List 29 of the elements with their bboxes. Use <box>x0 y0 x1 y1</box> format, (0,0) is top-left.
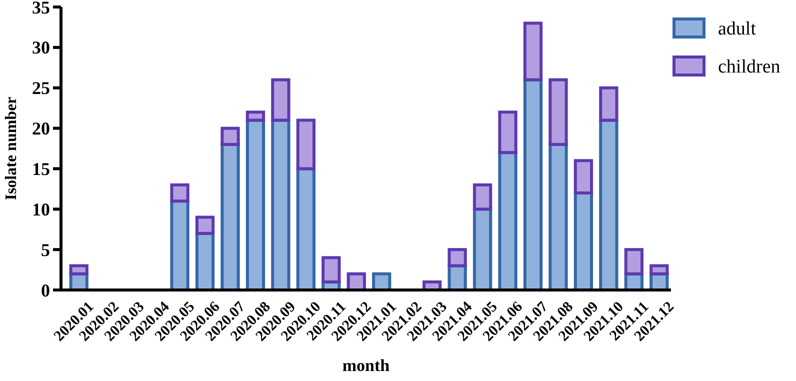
y-axis-title: Isolate number <box>3 96 20 200</box>
bar <box>574 159 594 194</box>
bar <box>246 110 266 122</box>
y-tick-label: 0 <box>41 280 50 300</box>
y-tick-label: 35 <box>32 0 50 18</box>
bar <box>548 78 568 146</box>
y-tick-label: 15 <box>32 159 50 180</box>
bar <box>271 78 290 122</box>
bar <box>69 264 88 276</box>
y-tick-label: 10 <box>32 199 50 220</box>
y-tick-label: 5 <box>41 240 50 260</box>
bar <box>624 248 644 276</box>
bar <box>599 86 618 122</box>
bar <box>322 256 341 284</box>
x-axis-title: month <box>342 356 390 375</box>
bar <box>448 248 467 268</box>
legend-label: adult <box>718 18 757 40</box>
y-tick-label: 30 <box>32 38 50 58</box>
bar <box>170 183 190 203</box>
bar <box>296 118 316 170</box>
bar <box>650 264 669 276</box>
bar <box>523 22 543 82</box>
bar <box>472 183 492 211</box>
bar <box>498 110 518 154</box>
y-tick-label: 25 <box>32 78 50 98</box>
bar <box>195 216 215 235</box>
bar <box>220 126 240 146</box>
legend-label: children <box>718 56 781 78</box>
y-tick-label: 20 <box>32 118 50 139</box>
